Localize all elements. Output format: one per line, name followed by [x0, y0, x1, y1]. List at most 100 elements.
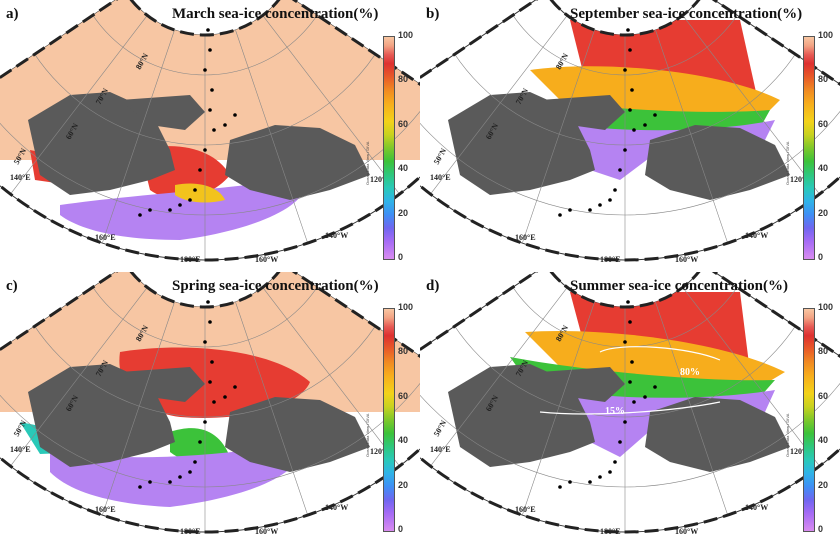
meridian-line [655, 301, 728, 516]
station-dot [618, 168, 622, 172]
station-points [558, 300, 657, 489]
graticule [420, 0, 840, 260]
station-dot [188, 470, 192, 474]
map-panel: 80°N 70°N 60°N 50°N 140°E 160°E 180°E 160°W 140°… [0, 0, 420, 272]
station-dot [208, 48, 212, 52]
station-dot [588, 480, 592, 484]
colorbar-tick: 80 [398, 346, 409, 357]
panel-label: b) [426, 6, 440, 22]
colorbar-tick: 20 [398, 479, 409, 490]
station-points [138, 300, 237, 489]
station-dot [193, 188, 197, 192]
station-dot [558, 485, 562, 489]
station-dot [568, 208, 572, 212]
land-mask [448, 364, 790, 472]
station-dot [618, 440, 622, 444]
station-dot [623, 68, 627, 72]
longitude-label: 140°W [745, 503, 768, 512]
meridian-line [522, 301, 595, 516]
meridian-line [682, 287, 820, 467]
station-dot [613, 460, 617, 464]
station-dot [168, 208, 172, 212]
landmass [28, 364, 175, 467]
station-dot [203, 420, 207, 424]
meridian-line [522, 29, 595, 244]
station-dot [206, 28, 210, 32]
land-mask [28, 364, 370, 472]
station-dot [598, 203, 602, 207]
station-dot [632, 400, 636, 404]
contour-label: 80% [680, 367, 700, 378]
station-dot [653, 113, 657, 117]
station-dot [626, 28, 630, 32]
station-dot [628, 108, 632, 112]
station-dot [203, 148, 207, 152]
colorbar-tick: 40 [818, 435, 829, 446]
colorbar-tick: 60 [398, 118, 409, 129]
landmass [540, 95, 625, 130]
landmass [120, 95, 205, 130]
colorbar-tick: 80 [398, 74, 409, 85]
meridian-line [235, 301, 308, 516]
meridian-line [10, 15, 148, 195]
station-dot [623, 340, 627, 344]
colorbar [803, 308, 815, 532]
land-mask [28, 92, 370, 200]
station-dot [643, 395, 647, 399]
meridian-line [102, 29, 175, 244]
longitude-label: 140°W [745, 231, 768, 240]
station-dot [188, 198, 192, 202]
station-dot [138, 485, 142, 489]
station-dot [643, 123, 647, 127]
colorbar-tick: 0 [818, 524, 824, 534]
colorbar-attribution: Ocean Data View / DIVA [785, 141, 790, 185]
meridian-line [235, 29, 308, 244]
panel-title: March sea-ice concentration(%) [172, 6, 379, 22]
station-dot [598, 475, 602, 479]
meridian-line [10, 287, 148, 467]
landmass [225, 397, 370, 472]
station-dot [233, 113, 237, 117]
station-dot [178, 203, 182, 207]
contour-line [539, 401, 721, 415]
colorbar-tick: 100 [818, 302, 834, 312]
station-dot [568, 480, 572, 484]
longitude-label: 160°E [515, 505, 536, 514]
station-dot [168, 480, 172, 484]
station-dot [208, 380, 212, 384]
panel-label: c) [6, 278, 18, 294]
landmass [645, 397, 790, 472]
station-points [558, 28, 657, 217]
longitude-label: 140°W [325, 231, 348, 240]
ice-region [175, 183, 225, 203]
colorbar-tick: 0 [398, 524, 404, 534]
meridian-line [102, 301, 175, 516]
colorbar-tick: 60 [818, 390, 829, 401]
meridian-line [430, 15, 568, 195]
colorbar-tick: 0 [818, 252, 824, 262]
colorbar-tick: 40 [398, 435, 409, 446]
map-border [420, 0, 840, 262]
station-dot [223, 395, 227, 399]
map-border [0, 272, 420, 534]
station-dot [208, 108, 212, 112]
colorbar-tick: 20 [818, 479, 829, 490]
colorbar-tick: 40 [818, 163, 829, 174]
colorbar-tick: 60 [398, 390, 409, 401]
contour-label: 15% [605, 406, 625, 417]
station-dot [628, 48, 632, 52]
station-dot [623, 148, 627, 152]
longitude-label: 180°E [180, 255, 201, 264]
station-points [138, 28, 237, 217]
contour-labels: 80% 15% [539, 346, 721, 417]
station-dot [148, 208, 152, 212]
longitude-label: 140°E [10, 445, 31, 454]
landmass [540, 367, 625, 402]
colorbar-attribution: Ocean Data View / DIVA [785, 413, 790, 457]
meridian-line [682, 15, 820, 195]
landmass [448, 92, 595, 195]
colorbar-tick: 100 [818, 30, 834, 40]
graticule [0, 0, 420, 260]
